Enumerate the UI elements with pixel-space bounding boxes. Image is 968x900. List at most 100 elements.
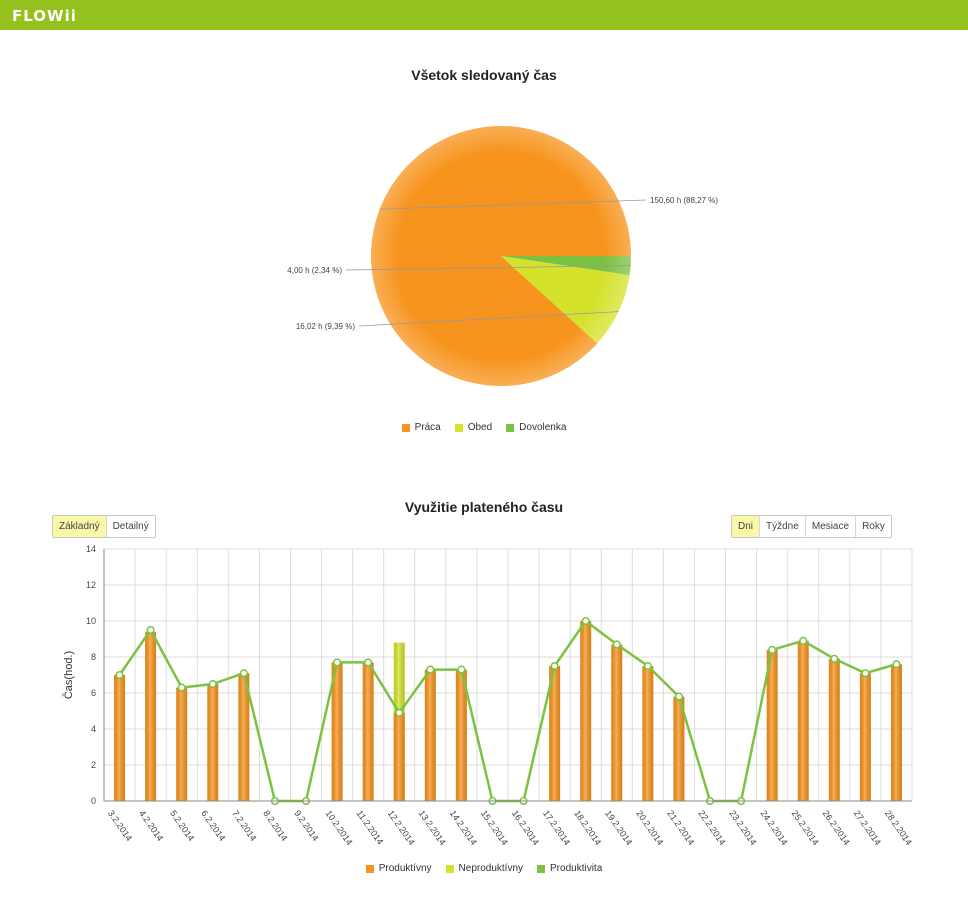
line-point[interactable]: [395, 708, 404, 717]
legend-swatch: [454, 423, 463, 432]
bar-shading: [238, 673, 250, 801]
y-axis-label: Čas(hod.): [62, 651, 75, 699]
line-point[interactable]: [239, 669, 248, 678]
line-point[interactable]: [177, 683, 186, 692]
x-tick-label: 18.2.2014: [572, 808, 603, 847]
weeks-button[interactable]: Týždne: [760, 516, 806, 537]
legend-label: Produktívny: [378, 863, 432, 874]
bar-shading: [176, 687, 188, 801]
bar-shading: [828, 658, 840, 801]
line-point[interactable]: [581, 616, 590, 626]
period-toggle: Dni Týždne Mesiace Roky: [731, 515, 892, 538]
line-point[interactable]: [612, 640, 621, 649]
days-button[interactable]: Dni: [732, 516, 761, 537]
x-tick-label: 7.2.2014: [230, 808, 258, 842]
x-tick-label: 16.2.2014: [510, 808, 541, 847]
y-tick-label: 12: [86, 580, 96, 590]
x-tick-label: 11.2.2014: [355, 808, 386, 846]
pie-label-connector: [345, 265, 631, 271]
line-point[interactable]: [892, 660, 901, 669]
bar-shading: [890, 664, 902, 801]
y-tick-label: 10: [86, 616, 96, 626]
legend-item-dovolenka[interactable]: Dovolenka: [506, 422, 566, 433]
y-tick-label: 0: [91, 796, 96, 806]
flowii-logo[interactable]: FLOWii: [12, 7, 77, 25]
line-point[interactable]: [208, 679, 217, 689]
years-button[interactable]: Roky: [862, 521, 885, 532]
line-point[interactable]: [799, 636, 808, 645]
pie-data-label: 16,02 h (9,39 %): [296, 322, 355, 331]
months-button[interactable]: Mesiace: [806, 516, 857, 537]
bar-shading: [642, 666, 654, 801]
legend-item-produktivita[interactable]: Produktivita: [537, 863, 602, 874]
basic-view-button[interactable]: Základný: [53, 516, 107, 537]
legend-label: Obed: [467, 422, 493, 433]
x-tick-label: 9.2.2014: [292, 808, 320, 842]
x-tick-label: 23.2.2014: [727, 808, 758, 847]
y-tick-label: 6: [91, 688, 96, 698]
bar-shading: [114, 675, 126, 801]
bar-shading: [424, 669, 436, 801]
x-tick-label: 27.2.2014: [852, 808, 883, 847]
line-point[interactable]: [364, 658, 373, 667]
x-tick-label: 19.2.2014: [603, 808, 634, 847]
pie-label-connector: [379, 199, 647, 210]
legend-item-neproduktivny[interactable]: Neproduktívny: [445, 863, 523, 874]
x-tick-label: 4.2.2014: [137, 808, 165, 842]
x-tick-label: 6.2.2014: [199, 808, 227, 842]
bar-shading: [207, 684, 219, 801]
line-point[interactable]: [643, 661, 652, 671]
legend-swatch: [506, 423, 515, 432]
y-tick-label: 4: [91, 724, 96, 734]
x-tick-label: 14.2.2014: [448, 808, 479, 847]
x-tick-label: 24.2.2014: [759, 808, 790, 847]
top-bar: FLOWii: [0, 0, 968, 30]
pie-data-label: 4,00 h (2,34 %): [287, 266, 342, 275]
legend-label: Produktivita: [550, 863, 603, 874]
line-point[interactable]: [333, 658, 342, 667]
legend-swatch: [401, 423, 410, 432]
x-tick-label: 8.2.2014: [261, 808, 289, 842]
bar-shading: [611, 644, 623, 801]
bar-shading: [766, 649, 778, 801]
x-tick-label: 12.2.2014: [386, 808, 417, 847]
legend-swatch: [537, 864, 546, 873]
bar-shading: [549, 666, 561, 801]
line-point[interactable]: [768, 645, 777, 654]
view-mode-toggle: Základný Detailný: [52, 515, 156, 538]
y-tick-label: 14: [86, 544, 96, 554]
legend-item-praca[interactable]: Práca: [401, 422, 441, 433]
bar-shading: [859, 673, 871, 801]
pie-chart: 150,60 h (88,27 %) 16,02 h (9,39 %) 4,00 h…: [287, 126, 718, 387]
line-point[interactable]: [674, 692, 683, 701]
bar-legend: Produktívny Neproduktívny Produktivita: [0, 863, 968, 874]
line-point[interactable]: [550, 661, 559, 671]
line-point[interactable]: [457, 665, 466, 674]
line-point[interactable]: [146, 625, 155, 635]
line-point[interactable]: [115, 670, 124, 680]
x-tick-label: 10.2.2014: [323, 808, 354, 847]
legend-item-obed[interactable]: Obed: [454, 422, 493, 433]
x-tick-label: 21.2.2014: [665, 808, 696, 847]
bar-shading: [362, 662, 374, 801]
x-tick-label: 15.2.2014: [479, 808, 510, 847]
line-point[interactable]: [830, 654, 839, 663]
bar-shading: [393, 712, 405, 801]
pie-data-label: 150,60 h (88,27 %): [650, 196, 718, 205]
bar-shading: [673, 696, 685, 801]
pie-label-connector: [358, 311, 619, 327]
detailed-view-button[interactable]: Detailný: [112, 521, 149, 532]
pie-legend: Práca Obed Dovolenka: [0, 422, 968, 433]
bar-chart: 0 2 4 6 8 10 12 14 Čas(hod.) 3.2.2014 4.2.2014 5.2.…: [62, 544, 914, 847]
bar-shading: [331, 662, 343, 801]
line-point[interactable]: [861, 669, 870, 678]
y-tick-label: 2: [91, 760, 96, 770]
x-tick-label: 22.2.2014: [696, 808, 727, 847]
x-tick-label: 26.2.2014: [821, 808, 852, 847]
bar-shading: [455, 669, 467, 801]
y-tick-label: 8: [91, 652, 96, 662]
legend-label: Dovolenka: [519, 422, 567, 433]
line-point[interactable]: [426, 665, 435, 674]
legend-swatch: [365, 864, 374, 873]
legend-item-produktivny[interactable]: Produktívny: [365, 863, 432, 874]
